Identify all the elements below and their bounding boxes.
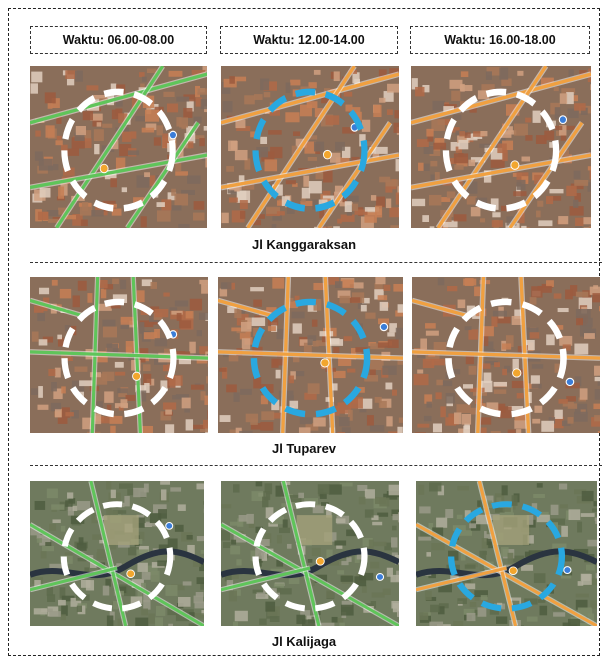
map-panel [411,66,591,228]
time-label-evening: Waktu: 16.00-18.00 [410,26,590,54]
focus-circle [445,298,567,418]
location-marker-icon [563,566,572,575]
map-pin-icon [315,557,325,566]
focus-circle [60,501,174,612]
map-pin-icon [126,569,136,579]
location-marker-icon [565,377,575,387]
location-marker-icon [165,521,174,530]
location-marker-icon [379,322,389,332]
focus-circle [442,88,560,212]
road-name-1: Jl Kanggaraksan [251,237,357,252]
map-panel [30,277,208,433]
row-separator [30,465,602,466]
row-separator [30,262,602,263]
map-panel [221,66,399,228]
focus-circle [250,298,371,418]
location-marker-icon [168,130,178,140]
map-panel [412,277,600,433]
location-marker-icon [558,115,568,125]
focus-circle [61,298,177,418]
time-label-midday: Waktu: 12.00-14.00 [220,26,398,54]
focus-circle [252,501,368,612]
map-panel [416,481,597,626]
focus-circle [252,88,368,212]
time-label-morning: Waktu: 06.00-08.00 [30,26,207,54]
map-pin-icon [508,566,518,575]
location-marker-icon [375,573,385,581]
map-panel [30,481,204,626]
map-pin-icon [512,368,522,378]
road-name-3: Jl Kalijaga [271,634,337,649]
map-panel [218,277,403,433]
map-pin-icon [320,358,330,368]
map-pin-icon [132,371,142,381]
map-panel [221,481,399,626]
map-pin-icon [99,163,109,174]
map-pin-icon [510,160,520,170]
map-pin-icon [322,149,332,160]
road-name-2: Jl Tuparev [271,441,337,456]
focus-circle [447,501,566,612]
focus-circle [61,88,176,212]
map-panel [30,66,207,228]
